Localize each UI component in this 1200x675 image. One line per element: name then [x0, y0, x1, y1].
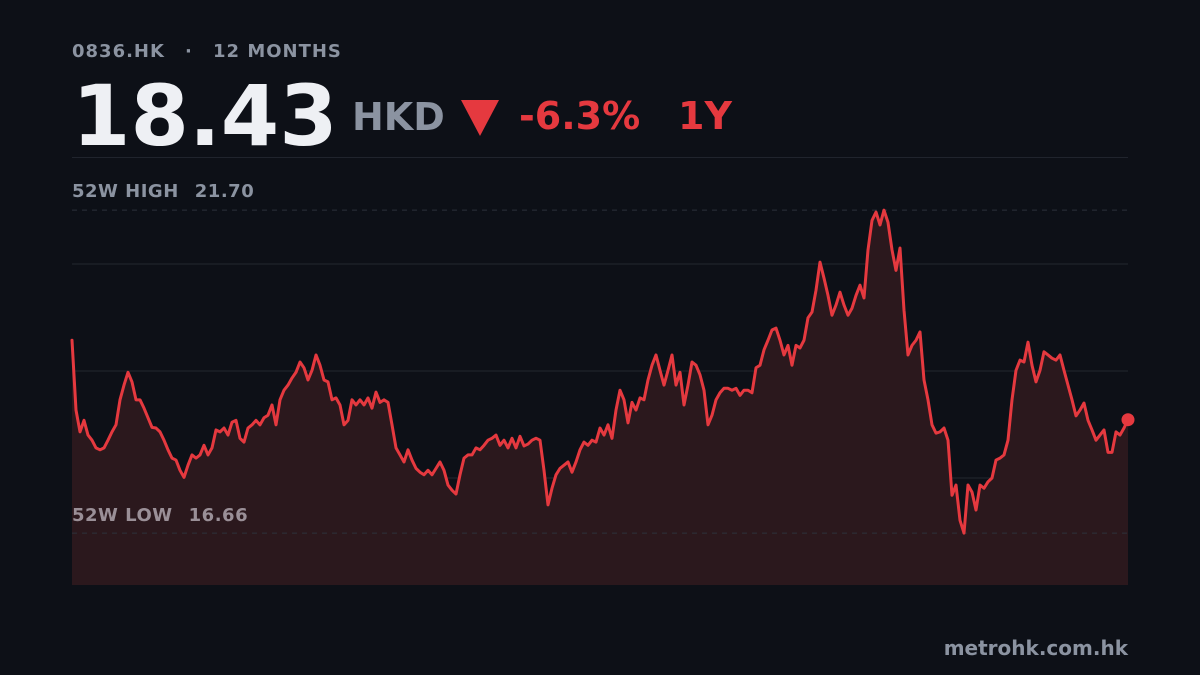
area [72, 210, 1128, 585]
currency: HKD [352, 95, 445, 139]
separator: · [185, 41, 192, 62]
reference-label: 52W HIGH 21.70 [72, 181, 254, 202]
last-point [1121, 413, 1135, 427]
reference-value: 21.70 [195, 181, 254, 202]
price: 18.43 [72, 67, 338, 165]
range: 1Y [678, 94, 732, 138]
plot: 52W HIGH 21.70 52W LOW 16.66 [70, 181, 1135, 585]
source: metrohk.com.hk [944, 636, 1129, 660]
reference-name: 52W HIGH [72, 181, 179, 202]
ticker: 0836.HK [72, 41, 165, 62]
change: -6.3% [519, 94, 640, 138]
period: 12 MONTHS [213, 41, 342, 62]
down-arrow [461, 100, 499, 136]
reference-value: 16.66 [189, 505, 248, 526]
reference-name: 52W LOW [72, 505, 173, 526]
reference-label: 52W LOW 16.66 [72, 505, 248, 526]
price-line [70, 208, 1130, 535]
